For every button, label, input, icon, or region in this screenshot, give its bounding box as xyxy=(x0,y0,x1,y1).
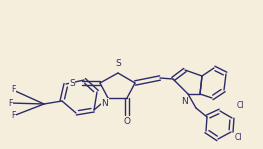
Text: O: O xyxy=(124,117,130,125)
Text: F: F xyxy=(8,98,12,107)
Text: F: F xyxy=(11,111,15,121)
Text: F: F xyxy=(11,86,15,94)
Text: N: N xyxy=(102,98,108,107)
Text: N: N xyxy=(182,97,188,107)
Text: Cl: Cl xyxy=(236,101,244,111)
Text: S: S xyxy=(115,59,121,67)
Text: Cl: Cl xyxy=(234,132,242,142)
Text: S: S xyxy=(69,79,75,87)
